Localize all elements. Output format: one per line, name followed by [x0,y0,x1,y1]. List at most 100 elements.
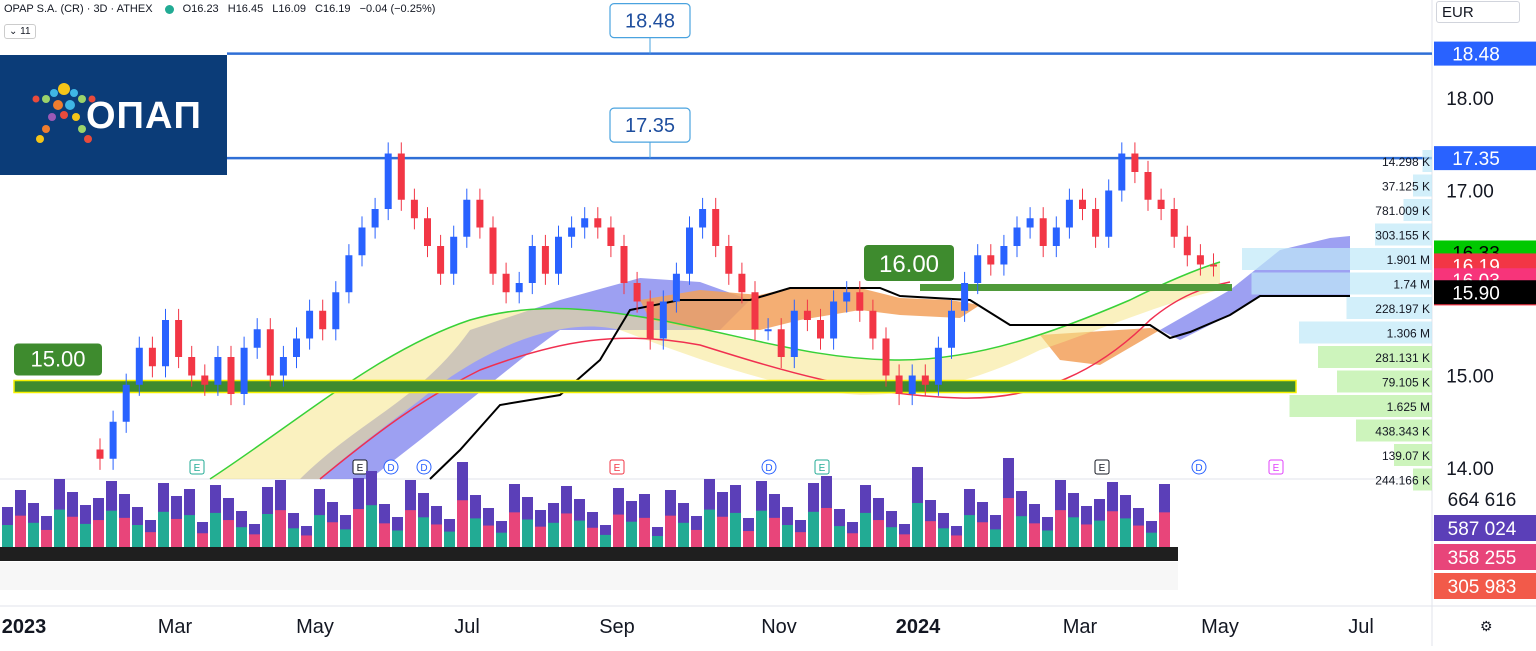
event-marker-box[interactable] [189,459,205,475]
candle-body [1065,199,1073,228]
event-marker-label: D [387,463,394,474]
candle-body [463,199,471,237]
event-marker-box[interactable] [609,459,625,475]
ohlc-change: −0.04 (−0.25%) [359,3,436,15]
event-marker-box[interactable] [352,459,368,475]
volume-profile-bar [1299,321,1432,344]
event-marker-box[interactable] [1094,459,1110,475]
volume-bar-part [392,530,403,547]
ohlc-high: H16.45 [227,3,264,15]
volume-bar-part [262,514,273,547]
volume-profile-bar [1318,346,1432,368]
candle-body [712,209,720,246]
price-tag-box[interactable] [1434,146,1536,171]
candle-body [188,357,196,376]
candle-body [790,310,798,357]
candle-body [646,301,654,339]
volume-profile-bar [1394,444,1432,466]
event-marker-label: D [420,463,427,474]
candle-body [699,209,707,228]
volume-profile-bar [1413,468,1432,491]
candle-body [358,227,366,256]
volume-profile-label: 14.298 K [1382,155,1430,169]
volume-bar-part [2,525,13,547]
indicator-toggle-chip[interactable]: ⌄ 11 [4,24,36,39]
time-tick-label: Jul [454,616,480,638]
zone-label-box-15 [14,343,102,376]
volume-profile-label: 303.155 K [1375,229,1430,243]
candle-body [607,227,615,246]
candle-body [397,153,405,200]
volume-bar-part [119,517,130,547]
candle-body [148,347,156,367]
volume-tag-label: 305 983 [1448,577,1517,598]
volume-bar-part [587,527,598,547]
volume-tag-box[interactable] [1434,515,1536,541]
volume-bar-part [964,515,975,547]
candle-body [502,273,510,293]
lower-band-line [319,281,1231,480]
candle-body [817,320,824,339]
candle-body [633,283,641,302]
volume-bar-part [990,529,1001,547]
event-marker-circle[interactable] [416,459,432,475]
price-tag-box[interactable] [1434,41,1536,66]
volume-bar-part [470,518,481,547]
upper-band-line [209,261,1221,480]
event-marker-circle[interactable] [761,459,777,475]
symbol-title[interactable]: OPAP S.A. (CR) · 3D · ATHEX [4,3,153,15]
volume-bar-part [457,500,468,547]
volume-bar-part [782,525,793,547]
event-marker-label: D [765,463,772,474]
event-marker-label: E [614,463,621,474]
candle-body [528,246,536,283]
volume-bar-part [1094,520,1105,547]
volume-bar-part [431,524,442,547]
price-tick-label: 14.00 [1446,459,1494,480]
volume-profile-label: 1.74 M [1393,278,1430,292]
candle-body [332,292,340,330]
ohlc-low: L16.09 [272,3,306,15]
candle-body [319,310,327,330]
volume-bar-part [379,523,390,547]
currency-selector[interactable]: EUR [1436,1,1520,23]
candle-body [162,320,169,367]
candle-body [306,310,314,339]
price-tag-label: 17.35 [1452,149,1500,170]
price-tag-box[interactable] [1434,280,1536,305]
candle-body [1105,190,1113,237]
chart-settings-icon[interactable]: ⚙ [1480,618,1493,634]
volume-value-strip [0,547,1178,561]
volume-bar-part [223,520,234,547]
volume-tag-box[interactable] [1434,544,1536,570]
volume-bar-part [249,534,260,547]
price-tick-label: 17.00 [1446,182,1494,203]
candle-body [450,236,458,274]
volume-bar-part [184,515,195,547]
volume-tag-label: 664 616 [1448,490,1517,511]
event-marker-circle[interactable] [1191,459,1207,475]
volume-bar-part [444,531,455,547]
event-marker-circle[interactable] [383,459,399,475]
time-tick-label: Mar [1063,616,1098,638]
volume-bar-part [1016,516,1027,547]
zone-label-15: 15.00 [30,347,85,372]
candle-body [803,310,811,320]
time-axis: 2023 Mar May Jul Sep Nov 2024 Mar May Jul [2,616,1374,638]
volume-bar-part [743,531,754,547]
candle-body [934,347,942,385]
time-tick-label: May [296,616,334,638]
volume-tag-box[interactable] [1434,486,1536,512]
candle-body [830,301,838,339]
candle-body [555,236,562,274]
volume-tag-box[interactable] [1434,573,1536,599]
volume-bar-part [340,529,351,547]
volume-bar-part [275,510,286,547]
event-marker-box[interactable] [1268,459,1284,475]
volume-tag-label: 358 255 [1448,548,1517,569]
volume-bar-part [210,512,221,547]
event-marker-box[interactable] [814,459,830,475]
candle-body [568,227,576,237]
